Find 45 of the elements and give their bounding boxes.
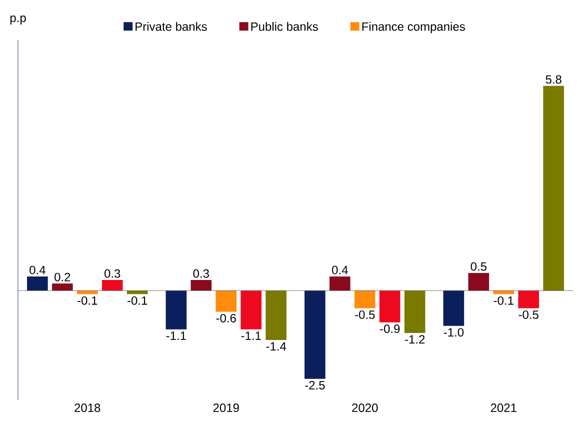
data-label: -2.5 (305, 381, 325, 390)
data-label: -0.9 (380, 324, 400, 334)
bar (52, 284, 73, 291)
data-label: 0.4 (332, 266, 348, 274)
bar (443, 290, 464, 326)
data-label: 5.8 (546, 75, 562, 84)
bar (543, 86, 564, 291)
bar (468, 272, 490, 291)
data-label: -0.1 (78, 296, 98, 305)
data-label: 0.2 (54, 272, 70, 282)
bar (518, 290, 540, 308)
legend-label: Finance companies (362, 22, 465, 34)
data-label: -1.0 (444, 328, 464, 337)
bar (266, 290, 286, 340)
bar (330, 276, 350, 291)
data-label: -1.1 (166, 332, 186, 340)
legend-label: Private banks (136, 22, 207, 31)
x-tick-label: 2020 (352, 404, 378, 412)
y-axis-title: p.p (10, 16, 26, 24)
bar (404, 290, 426, 333)
bar (190, 280, 212, 291)
data-label: -1.2 (405, 335, 425, 344)
data-label: -1.4 (266, 342, 286, 350)
x-tick-label: 2021 (490, 404, 516, 412)
data-label: -0.5 (518, 310, 538, 319)
data-label: 0.4 (30, 266, 46, 274)
bar (27, 276, 48, 291)
data-label: -0.1 (128, 296, 148, 305)
data-label: -0.5 (355, 310, 375, 319)
data-label: 0.5 (470, 262, 486, 271)
x-tick-label: 2018 (74, 404, 100, 412)
bar (166, 290, 187, 330)
data-label: -1.1 (241, 332, 261, 340)
x-tick-label: 2019 (213, 404, 239, 412)
bar (304, 290, 326, 379)
bar (354, 290, 376, 308)
data-label: 0.3 (104, 269, 120, 278)
data-label: -0.6 (216, 314, 236, 322)
bar (240, 290, 262, 330)
data-label: -0.1 (494, 296, 514, 305)
bar (102, 280, 123, 291)
bar (379, 290, 400, 322)
bar (216, 290, 237, 312)
legend-label: Public banks (251, 22, 318, 31)
data-label: 0.3 (193, 269, 209, 278)
